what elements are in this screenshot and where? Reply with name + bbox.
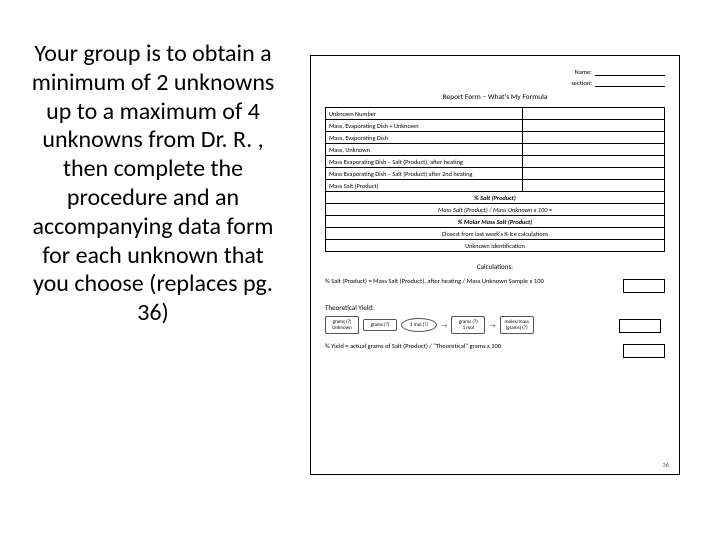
header-fields: Name: section:	[325, 68, 665, 87]
row-label: Mass Evaporating Dish – Salt (Product) a…	[326, 168, 523, 180]
row-label: Mass, Evaporating Dish + Unknown	[326, 120, 523, 132]
flow-box: grams (?)	[363, 319, 397, 331]
answer-box	[623, 344, 665, 358]
worksheet-form: Name: section: Report Form – What's My F…	[310, 55, 680, 475]
flow-text: grams (?)	[367, 322, 393, 328]
flow-box: moles/mass (grams) (?)	[500, 316, 534, 334]
row-value	[522, 168, 664, 180]
row-label: Mass Evaporating Dish – Salt (Product), …	[326, 156, 523, 168]
flow-text: Unknown	[329, 325, 355, 331]
instruction-text: Your group is to obtain a minimum of 2 u…	[28, 40, 278, 328]
flow-text: 1 mol	[455, 325, 481, 331]
formula-2: % Yield = actual grams of Salt (Product)…	[325, 342, 501, 350]
theoretical-label: Theoretical Yield:	[325, 303, 665, 312]
flow-diagram: grams (?) Unknown grams (?) 1 mol (?) → …	[325, 316, 665, 334]
row-label: Mass, Unknown	[326, 144, 523, 156]
flow-text: (grams) (?)	[504, 325, 530, 331]
name-label: Name:	[575, 68, 592, 76]
closest-row: Closest from last week's K-Ice calculati…	[326, 228, 665, 240]
answer-box	[623, 279, 665, 293]
row-label: Mass Salt (Product)	[326, 180, 523, 192]
row-label: Mass, Evaporating Dish	[326, 132, 523, 144]
percent-salt-row: % Salt (Product)	[326, 192, 665, 204]
answer-box	[619, 319, 661, 333]
flow-box: grams (?) 1 mol	[451, 316, 485, 334]
section-label: section:	[571, 79, 592, 87]
row-value	[522, 156, 664, 168]
flow-box: grams (?) Unknown	[325, 316, 359, 334]
arrow-icon: →	[489, 321, 495, 330]
page-number: 36	[662, 461, 669, 469]
percent-formula-row: Mass Salt (Product) / Mass Unknown x 100…	[326, 204, 665, 216]
formula-1: % Salt (Product) = Mass Salt (Product), …	[325, 277, 544, 285]
flow-oval: 1 mol (?)	[401, 318, 437, 332]
row-label: Unknown Number	[326, 108, 523, 120]
row-value	[522, 180, 664, 192]
section-blank	[595, 80, 665, 87]
report-title: Report Form – What's My Formula	[325, 93, 665, 102]
name-blank	[595, 69, 665, 76]
row-value	[522, 120, 664, 132]
row-value	[522, 144, 664, 156]
row-value	[522, 132, 664, 144]
data-table: Unknown Number Mass, Evaporating Dish + …	[325, 107, 665, 252]
molar-mass-row: % Molar Mass Salt (Product)	[326, 216, 665, 228]
row-value	[522, 108, 664, 120]
calculations-title: Calculations:	[325, 262, 665, 271]
unknown-id-row: Unknown Identification	[326, 240, 665, 252]
arrow-icon: →	[441, 321, 447, 330]
